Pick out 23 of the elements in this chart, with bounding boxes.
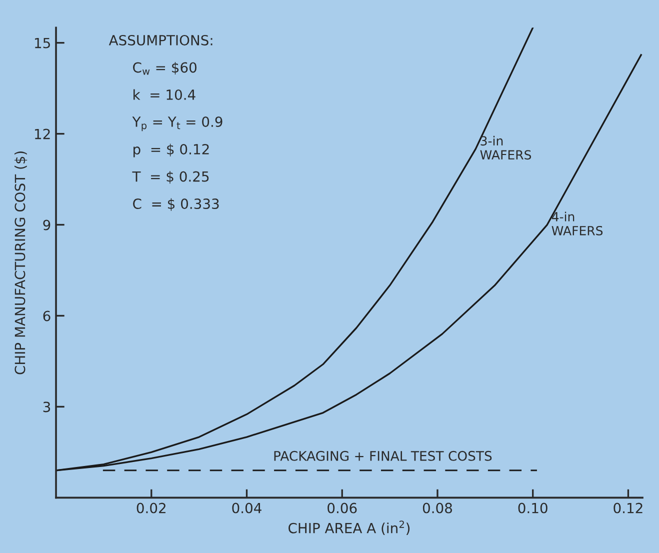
- y-axis-title: CHIP MANUFACTURING COST ($): [14, 152, 28, 374]
- annotation: T = $ 0.25: [132, 171, 209, 184]
- ref-line-label: PACKAGING + FINAL TEST COSTS: [274, 450, 492, 461]
- x-tick-label: 0.12: [614, 502, 642, 514]
- x-tick-label: 0.08: [422, 502, 452, 514]
- annotation: C = $ 0.333: [133, 198, 219, 211]
- y-tick-label: 3: [43, 402, 50, 412]
- series-label: 3-in WAFERS: [480, 136, 532, 160]
- x-tick-label: 0.10: [518, 502, 548, 514]
- x-tick-label: 0.04: [232, 502, 262, 514]
- y-tick-label: 12: [35, 128, 50, 140]
- annotation: k = 10.4: [134, 89, 196, 100]
- series-label: 4-in WAFERS: [552, 212, 603, 236]
- x-tick-label: 0.06: [328, 502, 357, 514]
- annotation: C$_{w}$ = $60: [133, 62, 196, 75]
- y-tick-label: 15: [35, 38, 50, 48]
- y-tick-label: 6: [43, 310, 50, 322]
- x-axis-title: CHIP AREA A (in$^{2}$): [288, 520, 410, 535]
- annotation: ASSUMPTIONS:: [108, 34, 212, 46]
- annotation: p = $ 0.12: [134, 144, 209, 158]
- annotation: Y$_{p}$ = Y$_{t}$ = 0.9: [132, 116, 222, 132]
- x-tick-label: 0.02: [136, 502, 166, 514]
- y-tick-label: 9: [43, 220, 50, 230]
